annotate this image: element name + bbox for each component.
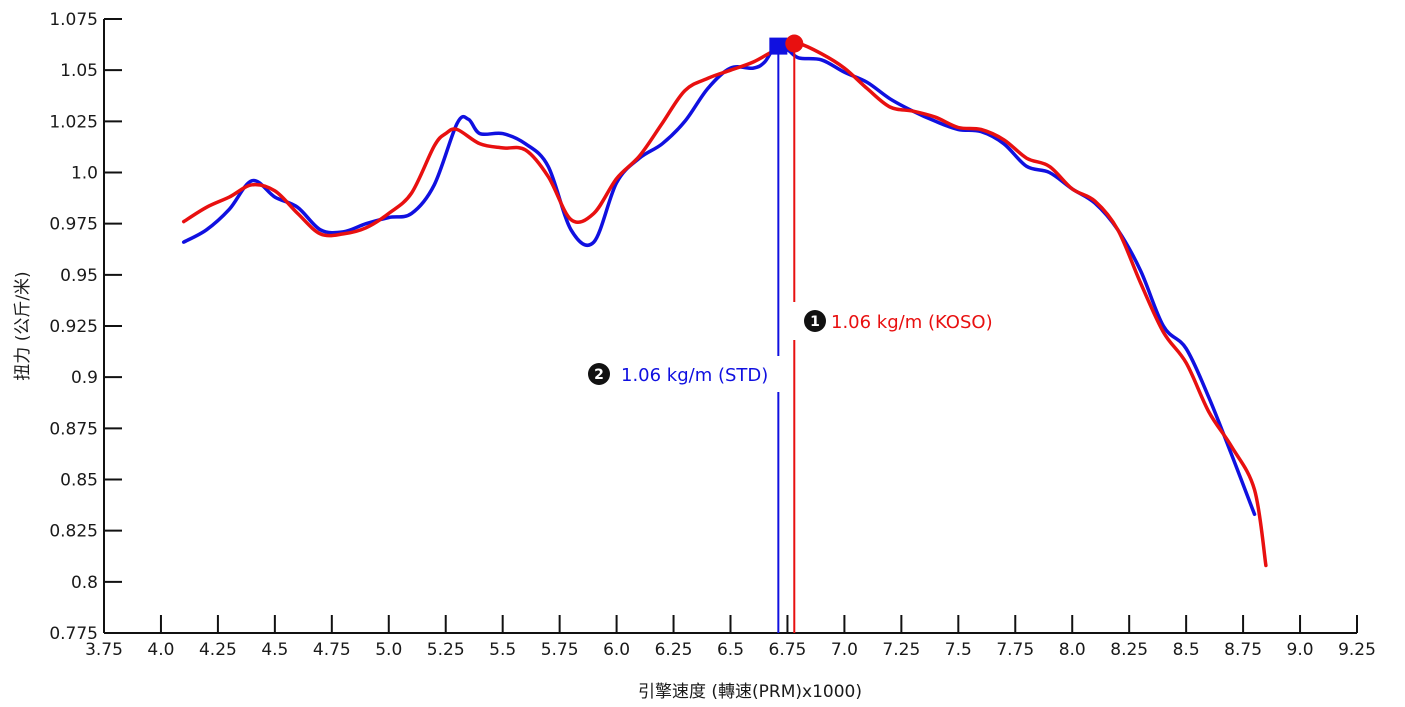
annotations: 1 1.06 kg/m (KOSO) 2 1.06 kg/m (STD) [588,34,993,633]
annotation-label-2: 1.06 kg/m (STD) [621,365,768,386]
x-tick-label: 3.75 [85,640,123,660]
x-tick-label: 4.5 [261,640,288,660]
y-tick-label: 0.85 [60,471,98,491]
x-axis-title: 引擎速度 (轉速(PRM)x1000) [638,682,862,702]
y-tick-label: 1.0 [71,164,98,184]
y-axis-ticks: 0.775 0.8 0.825 0.85 0.875 0.9 0.925 0.95 0.975 1… [49,10,122,644]
x-tick-label: 4.75 [313,640,351,660]
peak-marker-square [769,37,788,55]
y-tick-label: 0.825 [49,522,98,542]
y-tick-label: 0.875 [49,419,98,439]
x-tick-label: 6.75 [769,640,807,660]
x-tick-label: 6.5 [717,640,744,660]
series-line-2 [181,41,1268,568]
y-tick-label: 0.8 [71,573,98,593]
y-axis-title: 扭力 (公斤/米) [13,271,33,380]
annotation-badge-2-label: 2 [594,367,604,383]
y-tick-label: 1.025 [49,112,98,132]
x-tick-label: 6.25 [655,640,693,660]
annotation-badge-1 [804,310,826,332]
x-tick-label: 4.25 [199,640,237,660]
y-tick-label: 0.975 [49,215,98,235]
x-tick-label: 9.0 [1287,640,1314,660]
series-line-1 [181,43,1257,517]
axes [103,19,1357,634]
x-tick-label: 8.0 [1059,640,1086,660]
x-tick-label: 8.5 [1173,640,1200,660]
peak-marker-circle [785,34,804,53]
x-tick-label: 5.5 [489,640,516,660]
annotation-badge-2 [588,363,610,385]
y-tick-label: 1.075 [49,10,98,30]
x-tick-label: 9.25 [1338,640,1376,660]
y-tick-label: 0.925 [49,317,98,337]
x-tick-label: 5.25 [427,640,465,660]
x-tick-label: 6.0 [603,640,630,660]
x-tick-label: 7.25 [882,640,920,660]
y-tick-label: 0.775 [49,624,98,644]
x-tick-label: 7.75 [996,640,1034,660]
x-tick-label: 7.0 [831,640,858,660]
x-tick-label: 5.0 [375,640,402,660]
x-axis-ticks: 3.75 4.0 4.25 4.5 4.75 5.0 5.25 5.5 5.75 6.0 6.25 6… [85,615,1376,660]
y-tick-label: 1.05 [60,61,98,81]
x-tick-label: 8.25 [1110,640,1148,660]
x-tick-label: 8.75 [1224,640,1262,660]
x-tick-label: 7.5 [945,640,972,660]
annotation-badge-1-label: 1 [810,314,820,330]
series-group [181,41,1268,568]
x-tick-label: 4.0 [147,640,174,660]
y-tick-label: 0.95 [60,266,98,286]
annotation-label-1: 1.06 kg/m (KOSO) [831,312,993,333]
x-tick-label: 5.75 [541,640,579,660]
y-tick-label: 0.9 [71,368,98,388]
